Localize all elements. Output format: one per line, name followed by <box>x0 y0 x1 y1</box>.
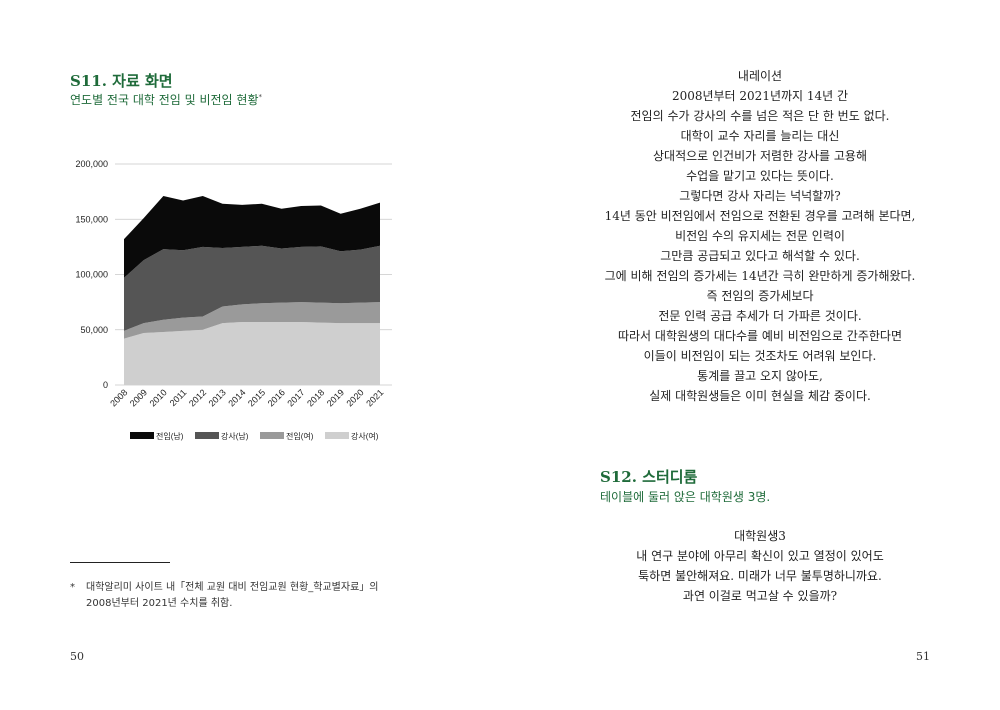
x-tick-label: 2010 <box>148 387 169 408</box>
narration-line: 전문 인력 공급 추세가 더 가파른 것이다. <box>658 309 862 323</box>
narration-line: 비전임 수의 유지세는 전문 인력이 <box>675 229 845 243</box>
x-tick-label: 2011 <box>168 387 189 408</box>
x-tick-label: 2008 <box>108 387 129 408</box>
area-series-강사(여) <box>124 322 380 385</box>
narration-line: 그만큼 공급되고 있다고 해석할 수 있다. <box>660 249 860 263</box>
narration-line: 대학이 교수 자리를 늘리는 대신 <box>680 129 840 143</box>
dialogue-block: 대학원생3 내 연구 분야에 아무리 확신이 있고 열정이 있어도 툭하면 불안… <box>580 526 940 606</box>
dialogue-line: 내 연구 분야에 아무리 확신이 있고 열정이 있어도 <box>636 549 884 563</box>
chart-x-ticks: 2008200920102011201220132014201520162017… <box>108 387 385 408</box>
dialogue-speaker: 대학원생3 <box>734 529 786 543</box>
legend-label: 전임(남) <box>156 431 184 441</box>
narration-line: 수업을 맡기고 있다는 뜻이다. <box>686 169 834 183</box>
legend-label: 강사(여) <box>351 431 379 441</box>
y-tick-label: 100,000 <box>75 270 108 280</box>
narration-line: 따라서 대학원생의 대다수를 예비 비전임으로 간주한다면 <box>617 329 903 343</box>
left-page: S11. 자료 화면 연도별 전국 대학 전임 및 비전임 현황* 0 50,00… <box>70 72 450 663</box>
x-tick-label: 2017 <box>285 387 306 408</box>
y-tick-label: 50,000 <box>80 325 108 335</box>
x-tick-label: 2019 <box>325 387 346 408</box>
footnote-divider <box>70 562 170 563</box>
footnote-marker: * <box>70 582 75 593</box>
narration-line: 14년 동안 비전임에서 전임으로 전환된 경우를 고려해 본다면, <box>604 209 916 223</box>
chart-areas <box>124 196 380 385</box>
y-tick-label: 200,000 <box>75 159 108 169</box>
y-tick-label: 150,000 <box>75 214 108 224</box>
narration-line: 전임의 수가 강사의 수를 넘은 적은 단 한 번도 없다. <box>630 109 890 123</box>
scene-subtitle-s11: 연도별 전국 대학 전임 및 비전임 현황* <box>70 91 262 108</box>
y-tick-label: 0 <box>103 380 108 390</box>
narration-line: 그렇다면 강사 자리는 넉넉할까? <box>679 189 841 203</box>
narration-line: 2008년부터 2021년까지 14년 간 <box>671 89 849 103</box>
scene-subtitle-s12: 테이블에 둘러 앉은 대학원생 3명. <box>600 490 771 504</box>
chart-y-ticks: 0 50,000 100,000 150,000 200,000 <box>75 159 108 390</box>
footnote: * 대학알리미 사이트 내「전체 교원 대비 전임교원 현황_학교별자료」의 2… <box>70 580 450 612</box>
x-tick-label: 2009 <box>128 387 149 408</box>
narration-line: 그에 비해 전임의 증가세는 14년간 극히 완만하게 증가해왔다. <box>604 269 916 283</box>
narration-line: 실제 대학원생들은 이미 현실을 체감 중이다. <box>649 389 871 403</box>
x-tick-label: 2014 <box>226 387 247 408</box>
x-tick-label: 2020 <box>344 387 365 408</box>
scene-title-s12: S12. 스터디룸 <box>600 468 698 486</box>
x-tick-label: 2013 <box>207 387 228 408</box>
x-tick-label: 2012 <box>187 387 208 408</box>
page-number-left: 50 <box>70 650 84 663</box>
dialogue-line: 툭하면 불안해져요. 미래가 너무 불투명하니까요. <box>638 569 882 583</box>
dialogue-line: 과연 이걸로 먹고살 수 있을까? <box>682 589 838 603</box>
legend-swatch <box>130 432 154 439</box>
x-tick-label: 2015 <box>246 387 267 408</box>
narration-line: 통계를 끌고 오지 않아도, <box>697 369 823 383</box>
legend-swatch <box>325 432 349 439</box>
legend-swatch <box>195 432 219 439</box>
x-tick-label: 2018 <box>305 387 326 408</box>
chart-legend: 전임(남) 강사(남) 전임(여) 강사(여) <box>130 431 379 441</box>
footnote-line-1: 대학알리미 사이트 내「전체 교원 대비 전임교원 현황_학교별자료」의 <box>86 582 379 593</box>
narration-line: 즉 전임의 증가세보다 <box>706 289 814 303</box>
area-series-전임(여) <box>124 302 380 339</box>
scene-subtitle-s11-text: 연도별 전국 대학 전임 및 비전임 현황 <box>70 93 259 107</box>
narration-line: 이들이 비전임이 되는 것조차도 어려워 보인다. <box>643 349 877 363</box>
x-tick-label: 2016 <box>266 387 287 408</box>
area-series-강사(남) <box>124 245 380 331</box>
page-number-right: 51 <box>916 650 930 663</box>
narration-block: 내레이션 2008년부터 2021년까지 14년 간 전임의 수가 강사의 수를… <box>580 66 940 406</box>
footnote-ref: * <box>258 93 263 101</box>
legend-swatch <box>260 432 284 439</box>
narration-heading: 내레이션 <box>737 69 783 83</box>
footnote-line-2: 2008년부터 2021년 수치를 취함. <box>86 598 233 609</box>
scene-title-s11: S11. 자료 화면 <box>70 72 173 90</box>
legend-label: 전임(여) <box>286 431 314 441</box>
area-series-전임(남) <box>124 196 380 278</box>
x-tick-label: 2021 <box>364 387 385 408</box>
legend-label: 강사(남) <box>221 431 249 441</box>
narration-line: 상대적으로 인건비가 저렴한 강사를 고용해 <box>653 149 867 163</box>
